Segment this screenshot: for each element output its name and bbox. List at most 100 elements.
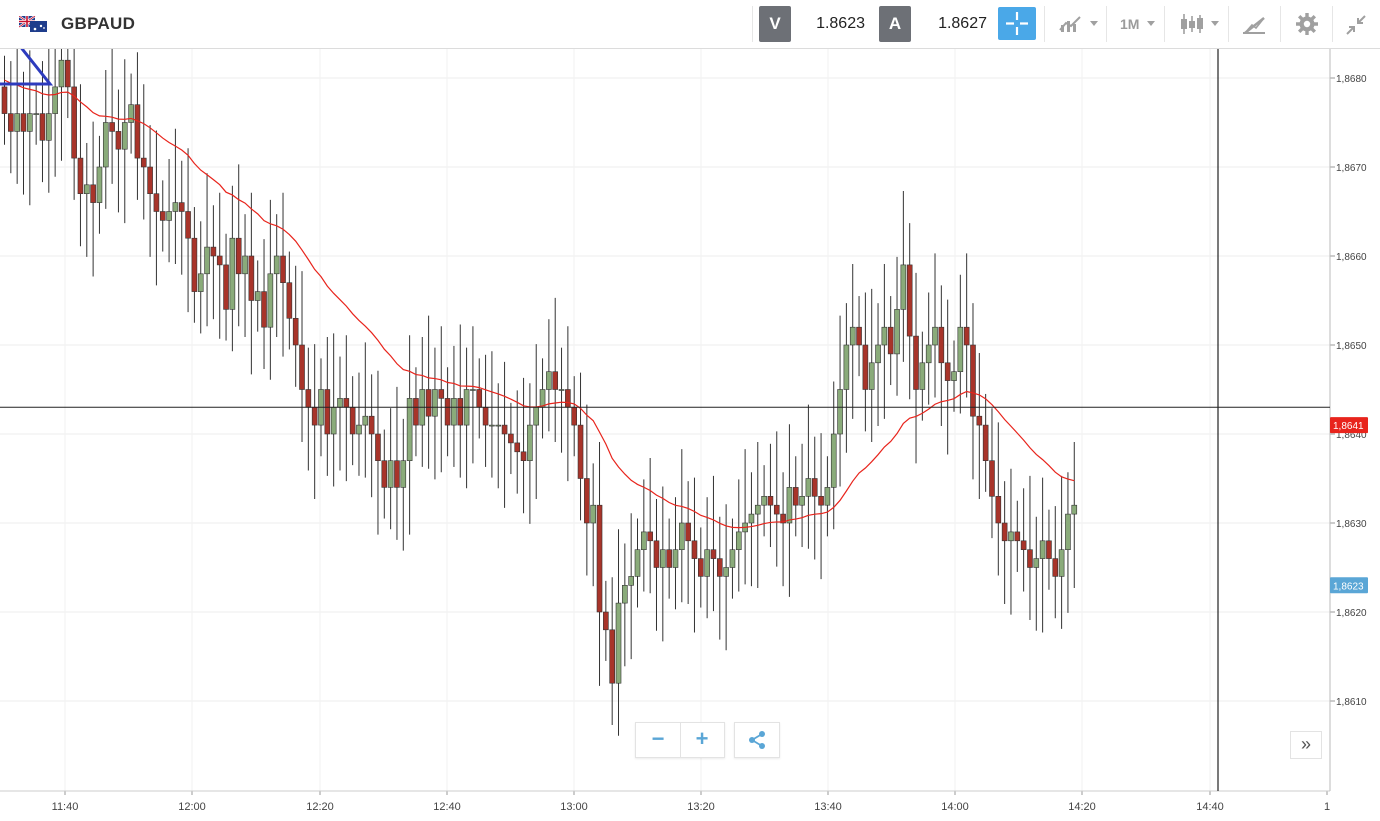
candle xyxy=(900,191,907,362)
candle xyxy=(457,324,464,478)
candle xyxy=(1027,475,1033,621)
x-tick-label: 12:00 xyxy=(178,801,206,813)
candle-body xyxy=(14,113,20,132)
candle-body xyxy=(925,344,932,364)
candle xyxy=(102,69,109,209)
candle-body xyxy=(394,460,400,488)
candle-body xyxy=(558,389,565,391)
candle xyxy=(204,173,210,327)
candle xyxy=(634,518,641,608)
candle-body xyxy=(115,131,122,150)
candle-body xyxy=(261,291,267,328)
candle xyxy=(957,274,964,414)
timeframe-label: 1M xyxy=(1120,16,1140,32)
share-icon xyxy=(749,731,765,749)
candle xyxy=(571,376,578,457)
price-chart[interactable]: 1,8680 1,8670 1,8660 1,8650 1,8640 1,8630 1,86… xyxy=(0,49,1380,821)
candle xyxy=(495,383,502,489)
chart-type-icon xyxy=(1059,16,1081,32)
buy-price: 1.8627 xyxy=(938,15,987,32)
x-tick-label: 13:20 xyxy=(687,801,715,813)
candle-body xyxy=(438,389,445,399)
candle xyxy=(881,264,888,419)
candle xyxy=(305,347,312,471)
candle-body xyxy=(1058,549,1065,577)
candle xyxy=(65,49,71,119)
candle xyxy=(115,89,122,213)
candle-body xyxy=(868,362,875,390)
x-tick-label: 14:20 xyxy=(1068,801,1096,813)
zoom-in-button[interactable]: + xyxy=(695,726,709,751)
candle-body xyxy=(660,549,666,568)
candle xyxy=(894,256,900,396)
candle-body xyxy=(932,326,938,346)
settings-button[interactable] xyxy=(1280,6,1333,42)
candle xyxy=(862,292,869,432)
minimize-button[interactable] xyxy=(1332,6,1380,42)
candle xyxy=(710,475,717,612)
candle xyxy=(343,335,350,482)
candle xyxy=(976,353,983,499)
candle xyxy=(185,148,191,313)
candle xyxy=(691,477,698,633)
candle xyxy=(723,504,729,651)
buy-quote[interactable]: A 1.8627 xyxy=(873,6,991,42)
sell-quote[interactable]: V 1.8623 xyxy=(752,6,870,42)
candle xyxy=(925,292,932,405)
candle-body xyxy=(672,549,679,568)
toolbar: GBPAUD V 1.8623 A 1.8627 1M xyxy=(0,0,1380,49)
candle-body xyxy=(387,460,394,488)
candle-body xyxy=(254,291,261,301)
candle xyxy=(280,192,286,357)
drawing-tools-button[interactable] xyxy=(1228,6,1281,42)
candle-body xyxy=(20,113,27,132)
candle-body xyxy=(153,193,160,212)
candle-body xyxy=(292,317,299,346)
candle-style-button[interactable] xyxy=(1164,6,1229,42)
candle xyxy=(223,233,229,341)
candle xyxy=(216,192,223,339)
share-button[interactable] xyxy=(734,722,780,758)
candle xyxy=(1,55,8,145)
candle xyxy=(1020,488,1027,592)
candle-body xyxy=(1,86,8,114)
candle-body xyxy=(470,389,476,391)
candle xyxy=(786,424,793,597)
candle xyxy=(824,456,831,537)
moving-average-line xyxy=(4,79,1075,529)
candle xyxy=(596,442,603,686)
candle xyxy=(577,372,584,521)
drawn-triangle[interactable] xyxy=(0,49,54,86)
candle xyxy=(362,342,369,478)
timeframe-button[interactable]: 1M xyxy=(1106,6,1165,42)
candle-body xyxy=(938,326,945,364)
candle-body xyxy=(1065,513,1071,551)
candle-body xyxy=(628,576,634,586)
crosshair-button[interactable] xyxy=(998,7,1036,40)
candle-body xyxy=(451,398,457,426)
candle-body xyxy=(546,371,552,390)
last-price-tag xyxy=(1330,577,1368,594)
candle xyxy=(1065,472,1071,613)
candle-body xyxy=(641,531,647,550)
y-tick-label: 1,8620 xyxy=(1336,608,1367,619)
last-price-tag-label: 1,8623 xyxy=(1333,581,1364,592)
candle xyxy=(140,84,147,220)
candle-body xyxy=(1001,522,1008,542)
candle xyxy=(8,61,14,174)
candle-body xyxy=(178,202,185,212)
candle xyxy=(729,518,736,599)
candle xyxy=(71,49,77,200)
crosshair-icon xyxy=(1006,12,1028,35)
zoom-out-button[interactable]: − xyxy=(636,723,681,757)
candle-body xyxy=(400,460,407,488)
candle-body xyxy=(235,237,242,275)
expand-panel-button[interactable]: » xyxy=(1290,731,1322,759)
candle-body xyxy=(65,59,71,88)
candle xyxy=(805,404,812,549)
candle xyxy=(875,303,881,426)
candle xyxy=(387,408,394,530)
candle-body xyxy=(1039,540,1046,559)
candle xyxy=(438,326,445,473)
chart-type-button[interactable] xyxy=(1044,6,1107,42)
